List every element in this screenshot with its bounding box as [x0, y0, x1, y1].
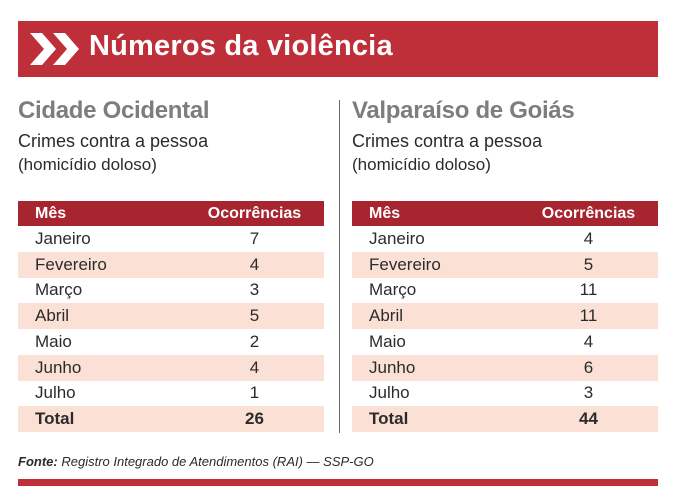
- table-header-row: Mês Ocorrências: [352, 201, 658, 226]
- source-text: Registro Integrado de Atendimentos (RAI)…: [61, 454, 374, 469]
- month-cell: Abril: [352, 303, 519, 329]
- month-cell: Janeiro: [35, 228, 91, 248]
- title-banner: Números da violência: [18, 21, 658, 77]
- page-title: Números da violência: [89, 30, 393, 62]
- count-cell: 1: [249, 383, 260, 403]
- table-row: Julho 3: [352, 381, 658, 407]
- table-row: Junho 4: [18, 354, 324, 381]
- column-header-count: Ocorrências: [519, 201, 658, 226]
- month-cell: Julho: [369, 383, 410, 403]
- count-cell: 7: [249, 228, 260, 248]
- table-row: Maio 2: [18, 329, 324, 355]
- count-cell: 11: [519, 303, 658, 329]
- count-cell: 11: [579, 280, 598, 300]
- double-chevron-right-icon: [30, 33, 79, 65]
- month-cell: Maio: [35, 331, 72, 351]
- table-row: Março 11: [352, 278, 658, 304]
- city-title: Valparaíso de Goiás: [352, 97, 575, 124]
- count-cell: 4: [185, 354, 324, 381]
- count-cell: 3: [249, 280, 260, 300]
- count-cell: 3: [583, 383, 594, 403]
- panel-note: (homicídio doloso): [18, 155, 157, 174]
- count-cell: 5: [185, 303, 324, 329]
- count-cell: 4: [583, 331, 594, 351]
- total-row: Total 26: [18, 406, 324, 432]
- month-cell: Abril: [18, 303, 185, 329]
- column-header-count: Ocorrências: [185, 201, 324, 226]
- column-header-month: Mês: [352, 201, 519, 226]
- month-cell: Fevereiro: [352, 251, 519, 278]
- total-label: Total: [18, 406, 185, 432]
- city-title: Cidade Ocidental: [18, 97, 210, 124]
- month-cell: Março: [35, 280, 83, 300]
- month-cell: Março: [369, 280, 417, 300]
- table-row: Fevereiro 5: [352, 251, 658, 278]
- month-cell: Julho: [35, 383, 76, 403]
- total-count: 44: [519, 406, 658, 432]
- month-cell: Maio: [369, 331, 406, 351]
- panel-subtitle: Crimes contra a pessoa: [352, 131, 543, 151]
- table-row: Março 3: [18, 278, 324, 304]
- source-label: Fonte:: [18, 454, 58, 469]
- table-row: Janeiro 7: [18, 226, 324, 252]
- panel-valparaiso-de-goias: Valparaíso de Goiás Crimes contra a pess…: [352, 96, 658, 432]
- total-label: Total: [352, 406, 519, 432]
- table-header-row: Mês Ocorrências: [18, 201, 324, 226]
- count-cell: 2: [249, 331, 260, 351]
- count-cell: 4: [185, 251, 324, 278]
- table-row: Julho 1: [18, 381, 324, 407]
- panel-cidade-ocidental: Cidade Ocidental Crimes contra a pessoa …: [18, 96, 324, 432]
- column-divider: [339, 100, 340, 433]
- column-header-month: Mês: [18, 201, 185, 226]
- count-cell: 6: [519, 354, 658, 381]
- panel-subtitle: Crimes contra a pessoa: [18, 131, 209, 151]
- panel-note: (homicídio doloso): [352, 155, 491, 174]
- total-count: 26: [185, 406, 324, 432]
- count-cell: 4: [583, 228, 594, 248]
- table-row: Janeiro 4: [352, 226, 658, 252]
- table-row: Abril 11: [352, 303, 658, 329]
- month-cell: Janeiro: [369, 228, 425, 248]
- table-row: Junho 6: [352, 354, 658, 381]
- month-cell: Junho: [352, 354, 519, 381]
- crime-table: Mês Ocorrências Janeiro 4 Fevereiro 5 Ma…: [352, 201, 658, 432]
- month-cell: Junho: [18, 354, 185, 381]
- table-row: Maio 4: [352, 329, 658, 355]
- total-row: Total 44: [352, 406, 658, 432]
- source-credit: Fonte: Registro Integrado de Atendimento…: [18, 454, 374, 469]
- bottom-rule: [18, 479, 658, 486]
- table-row: Fevereiro 4: [18, 251, 324, 278]
- table-row: Abril 5: [18, 303, 324, 329]
- month-cell: Fevereiro: [18, 251, 185, 278]
- count-cell: 5: [519, 251, 658, 278]
- crime-table: Mês Ocorrências Janeiro 7 Fevereiro 4 Ma…: [18, 201, 324, 432]
